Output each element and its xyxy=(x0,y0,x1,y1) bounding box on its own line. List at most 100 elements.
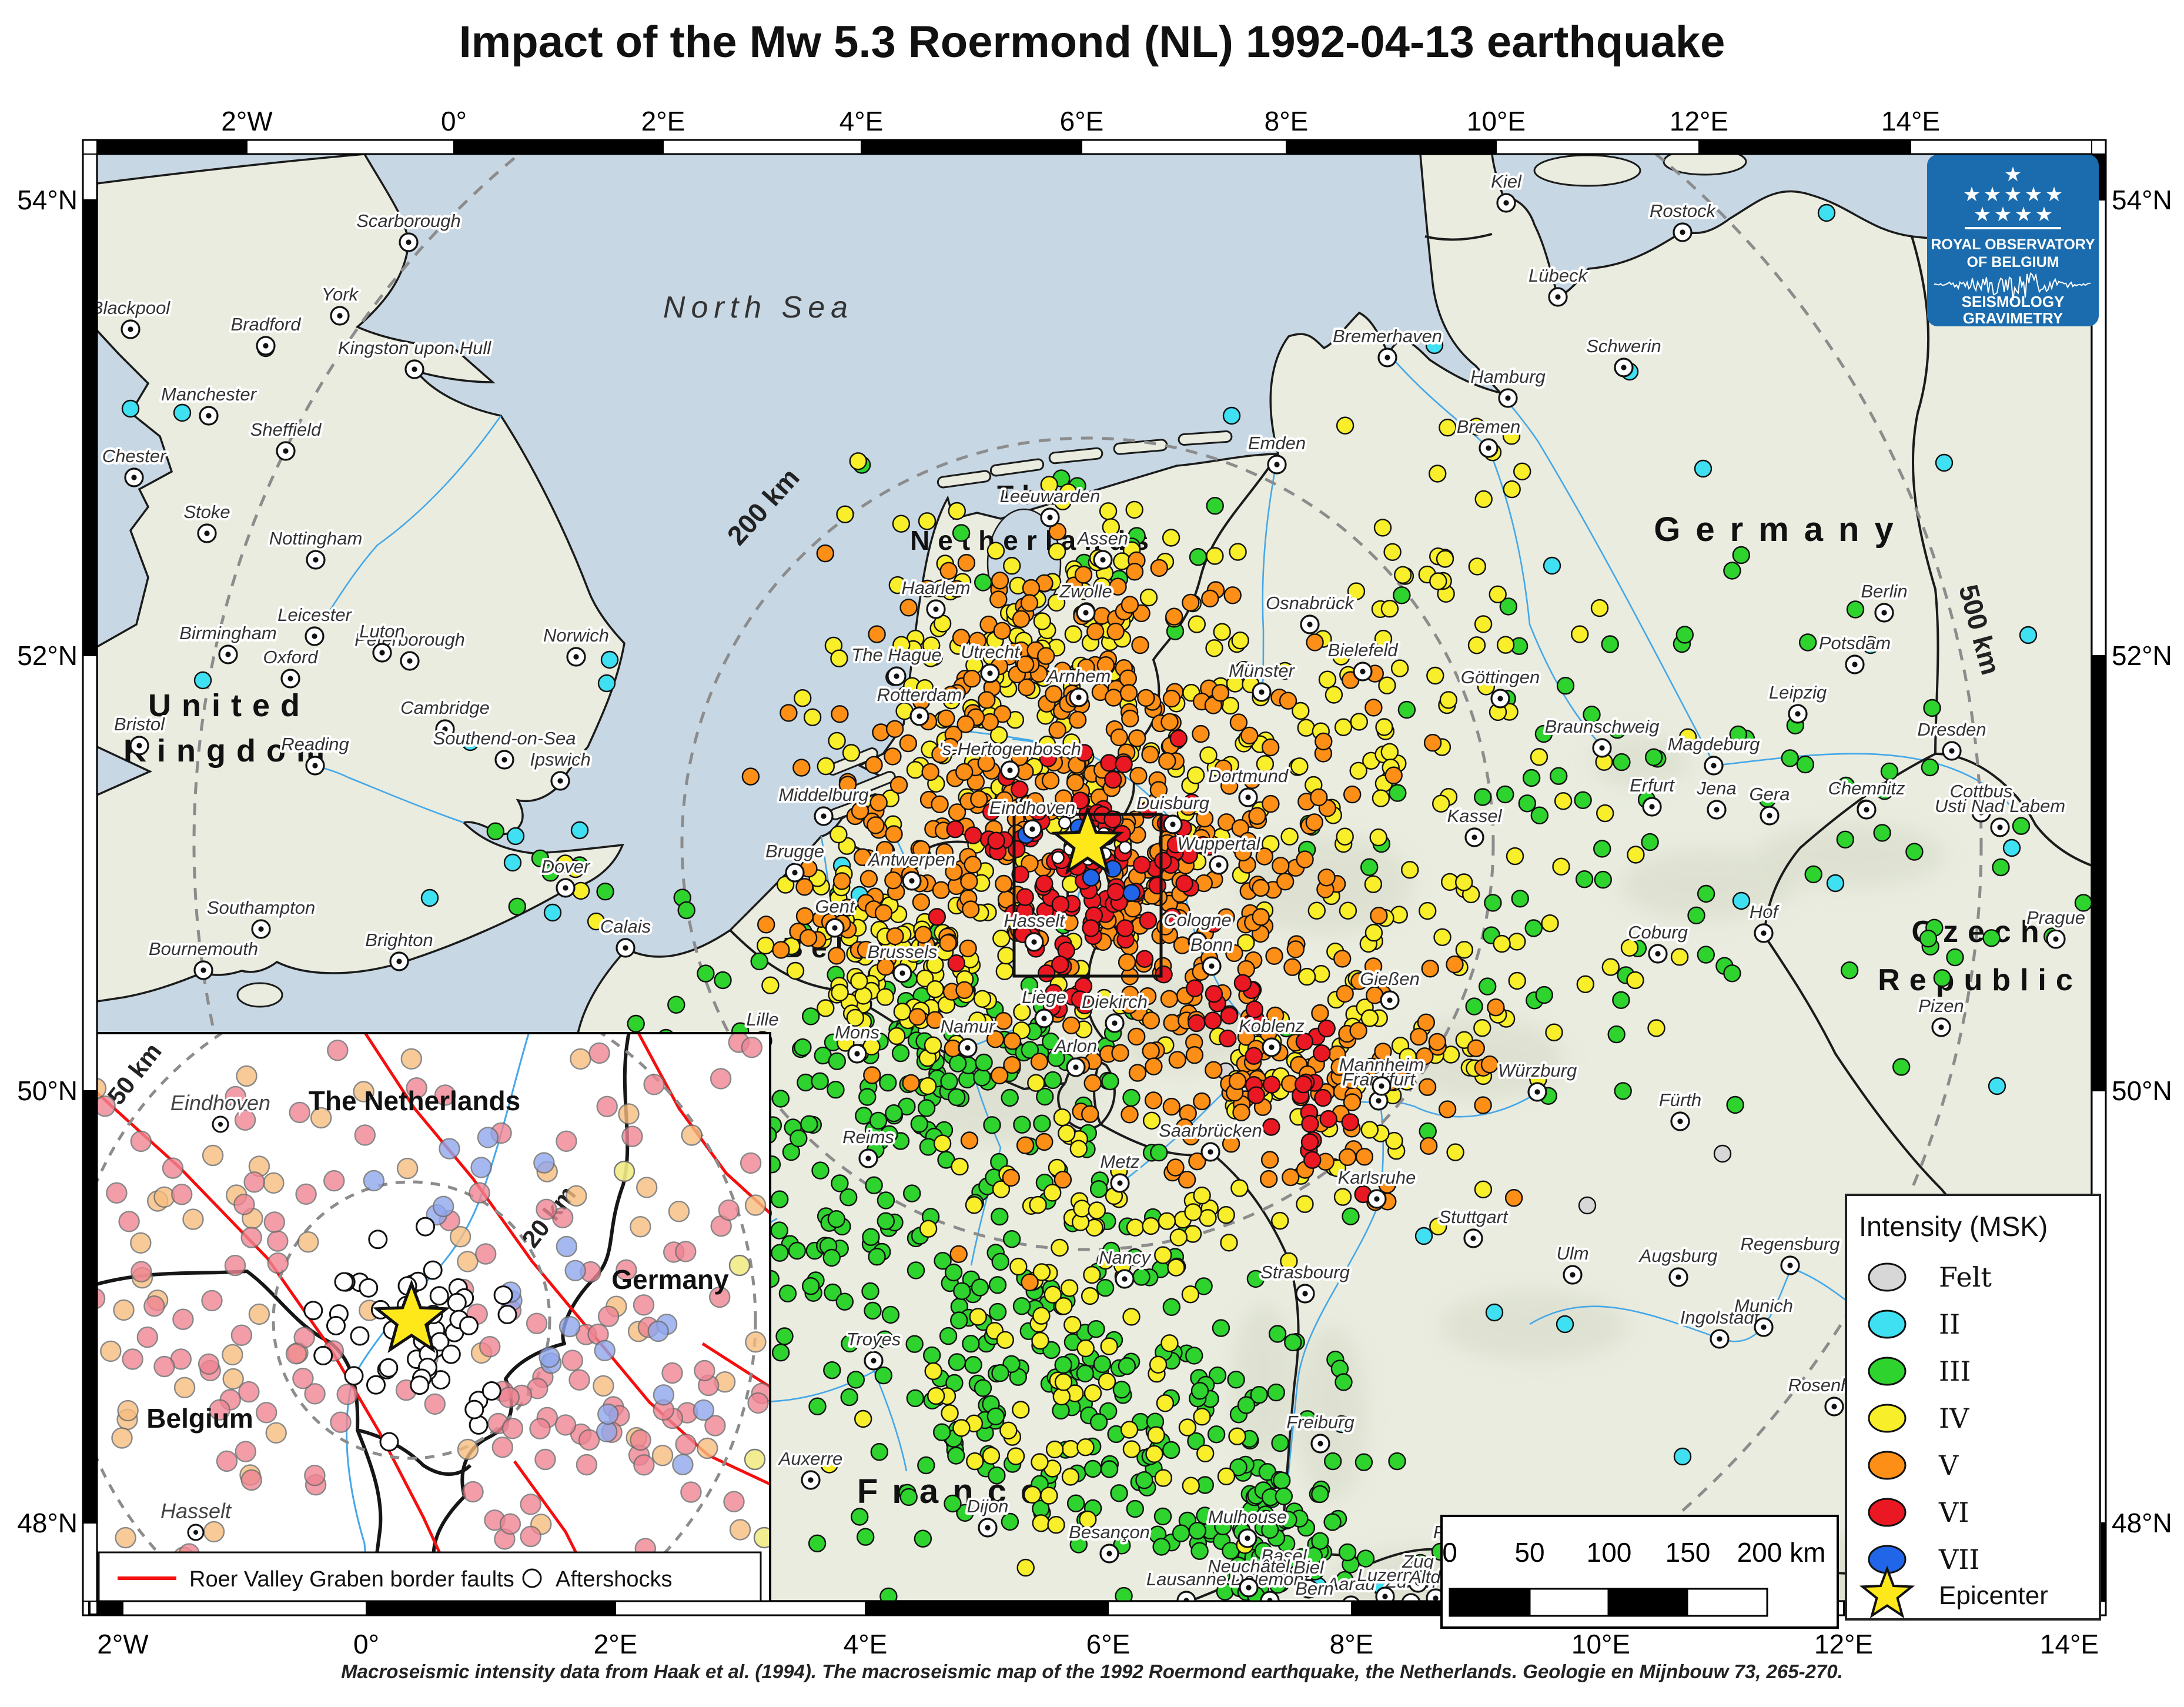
intensity-dot-v xyxy=(885,720,904,739)
intensity-dot-vi xyxy=(946,820,964,839)
intensity-dot-iii xyxy=(1311,1532,1329,1551)
country-label: United xyxy=(148,688,310,723)
intensity-dot-v xyxy=(1166,1158,1185,1177)
intensity-dot-iv xyxy=(817,757,835,776)
city-marker-center xyxy=(1534,1089,1540,1095)
city-marker-center xyxy=(407,658,413,664)
city-label: Blackpool xyxy=(91,298,171,318)
intensity-dot-v xyxy=(1231,819,1250,837)
intensity-dot-iii xyxy=(1478,977,1497,996)
intensity-dot-iii xyxy=(1919,929,1938,948)
intensity-dot-iv xyxy=(892,636,911,654)
intensity-dot-iii xyxy=(835,1292,854,1311)
inset-dot-inset_vi xyxy=(330,1411,352,1433)
city: Luzern xyxy=(1355,1562,1415,1601)
city-marker-center xyxy=(283,448,289,454)
intensity-dot-iv xyxy=(1433,928,1451,947)
intensity-dot-iii xyxy=(1047,1049,1065,1067)
inset-dot-inset_v xyxy=(202,1144,224,1167)
intensity-dot-iv xyxy=(1095,988,1113,1007)
city: Bristol xyxy=(112,711,168,756)
intensity-dot-iv xyxy=(1590,599,1609,617)
city-label: Reims xyxy=(842,1127,894,1147)
city-marker-center xyxy=(1978,810,1984,816)
city-label: Basel xyxy=(1261,1545,1307,1566)
intensity-dot-v xyxy=(931,745,949,763)
intensity-dot-v xyxy=(926,1011,944,1029)
city: 's-Hertogenbosch xyxy=(937,736,1083,780)
inset-dot-inset_vii xyxy=(533,1152,555,1174)
city-marker-center xyxy=(1122,1276,1128,1282)
intensity-dot-iv xyxy=(828,731,846,750)
intensity-dot-v xyxy=(1487,998,1505,1017)
scale-bar-segment xyxy=(1529,1588,1610,1617)
intensity-dot-iii xyxy=(811,1072,829,1091)
intensity-dot-v xyxy=(816,544,835,563)
intensity-dot-iv xyxy=(1601,958,1620,976)
intensity-dot-iii xyxy=(1212,1319,1230,1337)
axis-label-left: 48°N xyxy=(17,1508,78,1538)
city: Stuttgart xyxy=(1436,1204,1511,1248)
inset-city-label: Hasselt xyxy=(160,1499,232,1523)
intensity-dot-v xyxy=(1002,1168,1021,1187)
intensity-dot-iii xyxy=(899,1488,918,1506)
intensity-dot-iv xyxy=(1426,666,1444,685)
coastal-island xyxy=(1048,447,1103,465)
city-label: Dijon xyxy=(967,1496,1009,1516)
intensity-dot-v xyxy=(1416,1047,1434,1065)
city-label: Norwich xyxy=(543,625,609,646)
intensity-dot-iv xyxy=(1296,1195,1314,1213)
intensity-dot-iii xyxy=(1921,758,1939,777)
intensity-dot-vi xyxy=(1116,919,1135,937)
intensity-dot-vi xyxy=(928,908,946,926)
intensity-dot-v xyxy=(859,870,878,888)
city-label: Troyes xyxy=(847,1329,901,1349)
aftershock-dot xyxy=(379,1432,399,1452)
inset-dot-inset_vi xyxy=(561,1349,583,1371)
intensity-dot-iii xyxy=(775,1327,794,1345)
city: Prague xyxy=(2024,905,2088,949)
intensity-dot-vi xyxy=(1262,1075,1281,1094)
intensity-dot-v xyxy=(1364,699,1383,717)
intensity-dot-v xyxy=(1370,906,1388,925)
axis-label-top: 0° xyxy=(441,106,467,136)
city-label: Pizen xyxy=(1918,996,1964,1016)
inset-dot-inset_vi xyxy=(616,1259,637,1281)
intensity-dot-iv xyxy=(1477,677,1496,696)
intensity-dot-iii xyxy=(1836,830,1855,849)
intensity-dot-vi xyxy=(1188,1014,1206,1033)
intensity-dot-ii xyxy=(1556,1315,1574,1334)
intensity-dot-iii xyxy=(1465,997,1483,1015)
city-marker-center xyxy=(1471,834,1477,840)
intensity-dot-iii xyxy=(1089,1180,1108,1198)
intensity-dot-iii xyxy=(1397,700,1416,719)
intensity-dot-iv xyxy=(1169,1228,1188,1247)
legend-epicenter-label: Epicenter xyxy=(1939,1581,2048,1610)
inset-dot-inset_vi xyxy=(491,1437,513,1458)
aftershock-dot xyxy=(313,1345,333,1365)
city-label: Wuppertal xyxy=(1177,833,1260,854)
inset-dot-inset_vi xyxy=(292,1367,314,1389)
inset-dot-inset_v xyxy=(457,1251,479,1272)
inset-dot-inset_vi xyxy=(630,1429,651,1451)
inset-dot-inset_vi xyxy=(469,1182,490,1204)
intensity-dot-iii xyxy=(1279,1511,1297,1529)
intensity-dot-vi xyxy=(1262,1118,1280,1136)
intensity-dot-iii xyxy=(1641,833,1659,851)
intensity-dot-v xyxy=(977,754,995,773)
intensity-dot-v xyxy=(1106,622,1125,641)
intensity-dot-vi xyxy=(1011,780,1029,799)
relief-shading xyxy=(1296,1326,1367,1502)
inset-dot-inset_vi xyxy=(621,1125,643,1147)
frame-segment xyxy=(96,139,248,155)
intensity-dot-ii xyxy=(597,674,616,693)
frame-segment xyxy=(1081,139,1287,155)
city-marker-center xyxy=(406,239,412,245)
city-marker-center xyxy=(871,1358,877,1364)
intensity-dot-v xyxy=(1160,990,1179,1008)
aftershock-dot xyxy=(497,1305,517,1324)
intensity-dot-iv xyxy=(1053,492,1072,510)
city-label: Hamburg xyxy=(1470,366,1546,387)
inset-dot-inset_vi xyxy=(747,1392,769,1414)
intensity-dot-v xyxy=(990,1066,1009,1085)
